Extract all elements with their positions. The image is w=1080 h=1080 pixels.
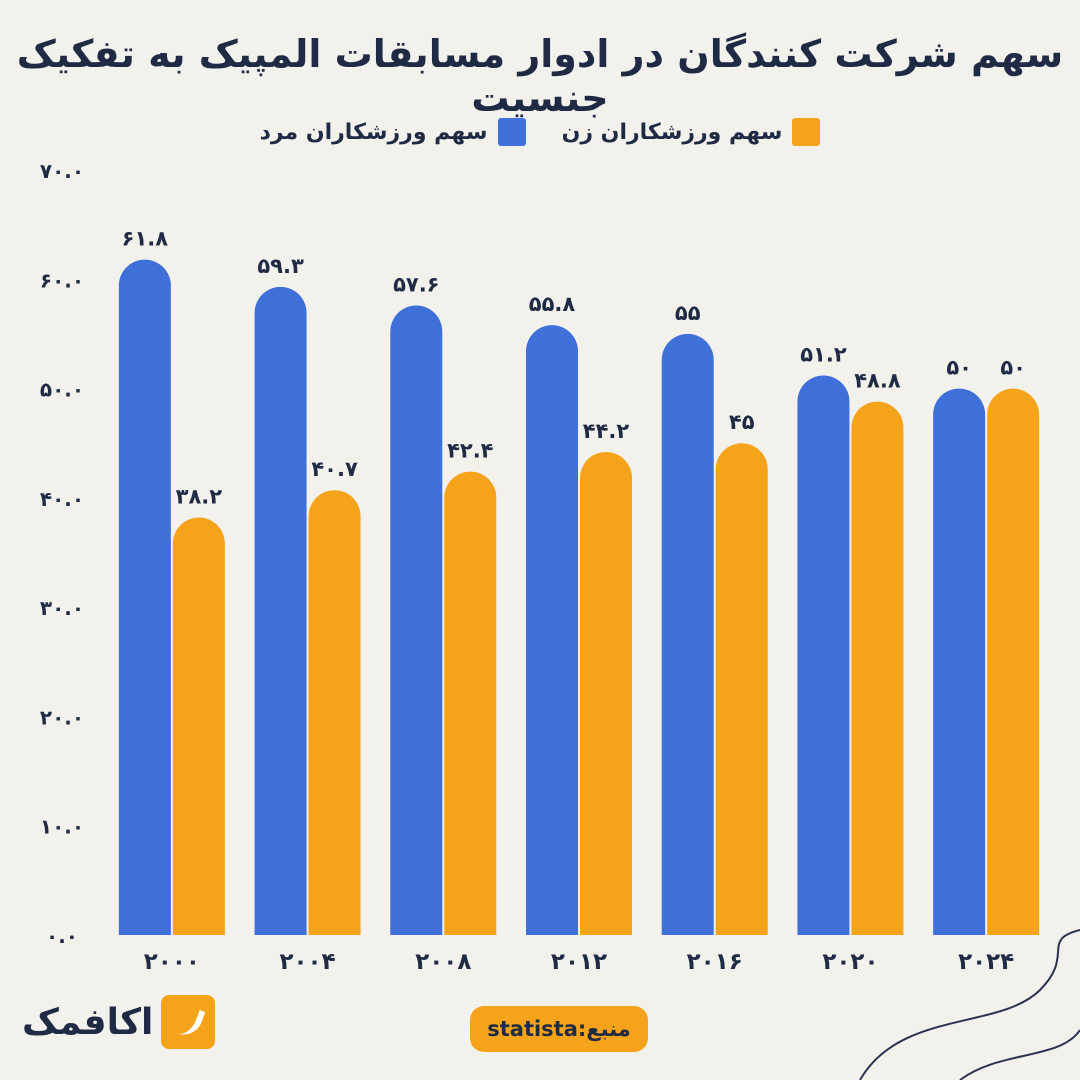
y-tick-label: ۴۰.۰ — [40, 487, 84, 511]
data-label: ۵۵.۸ — [529, 292, 576, 316]
data-label: ۴۴.۲ — [583, 419, 630, 443]
data-label: ۵۷.۶ — [393, 273, 439, 297]
y-tick-label: ۶۰.۰ — [40, 268, 84, 292]
bar-male — [661, 333, 714, 935]
data-label: ۴۰.۷ — [311, 457, 358, 481]
legend-label-female: سهم ورزشکاران زن — [561, 119, 783, 145]
y-tick-label: ۰.۰ — [46, 924, 78, 948]
x-tick-label: ۲۰۰۰ — [144, 949, 200, 975]
bar-female — [851, 401, 904, 935]
data-label: ۵۰ — [1000, 356, 1026, 380]
y-tick-label: ۷۰.۰ — [40, 159, 84, 183]
data-label: ۵۱.۲ — [800, 342, 847, 366]
legend-item-female: سهم ورزشکاران زن — [562, 118, 821, 146]
bar-female — [987, 388, 1040, 936]
logo-text: اکافمک — [22, 1001, 154, 1043]
legend-swatch-female — [792, 118, 821, 146]
bar-male — [254, 286, 307, 935]
legend-label-male: سهم ورزشکاران مرد — [259, 119, 488, 145]
y-tick-label: ۵۰.۰ — [40, 378, 84, 402]
chart-title: سهم شرکت کنندگان در ادوار مسابقات المپیک… — [16, 32, 1064, 120]
legend-swatch-male — [497, 118, 526, 146]
x-tick-label: ۲۰۰۸ — [415, 949, 471, 975]
logo: اکافمک — [22, 995, 216, 1049]
y-tick-label: ۱۰.۰ — [40, 815, 84, 839]
y-tick-label: ۳۰.۰ — [40, 596, 84, 620]
y-tick-label: ۲۰.۰ — [40, 705, 84, 729]
data-label: ۵۰ — [946, 356, 972, 380]
bar-female — [172, 517, 225, 935]
bar-male — [797, 375, 850, 936]
data-label: ۵۹.۳ — [257, 254, 304, 278]
data-label: ۵۵ — [675, 301, 701, 325]
data-label: ۴۵ — [729, 410, 755, 434]
data-label: ۴۸.۸ — [854, 369, 901, 393]
bar-male — [526, 325, 578, 935]
data-label: ۶۱.۸ — [122, 227, 169, 251]
bar-male — [933, 388, 986, 936]
bar-female — [580, 451, 632, 935]
x-tick-label: ۲۰۱۲ — [551, 949, 607, 975]
x-tick-label: ۲۰۲۰ — [822, 949, 878, 975]
bar-female — [715, 443, 768, 935]
legend-item-male: سهم ورزشکاران مرد — [260, 118, 526, 146]
bar-female — [444, 471, 497, 935]
logo-mark-icon — [161, 995, 216, 1049]
x-tick-label: ۲۰۰۴ — [279, 949, 335, 975]
source-label: منبع:statista — [487, 1017, 631, 1041]
bar-male — [118, 259, 171, 936]
data-label: ۳۸.۲ — [176, 485, 223, 509]
legend: سهم ورزشکاران زن سهم ورزشکاران مرد — [0, 118, 1080, 146]
x-tick-label: ۲۰۱۶ — [687, 949, 743, 975]
bar-female — [308, 490, 361, 935]
x-tick-label: ۲۰۲۴ — [958, 949, 1014, 975]
data-label: ۴۲.۴ — [447, 439, 494, 463]
bar-male — [390, 305, 443, 935]
source-badge: منبع:statista — [470, 1006, 648, 1052]
